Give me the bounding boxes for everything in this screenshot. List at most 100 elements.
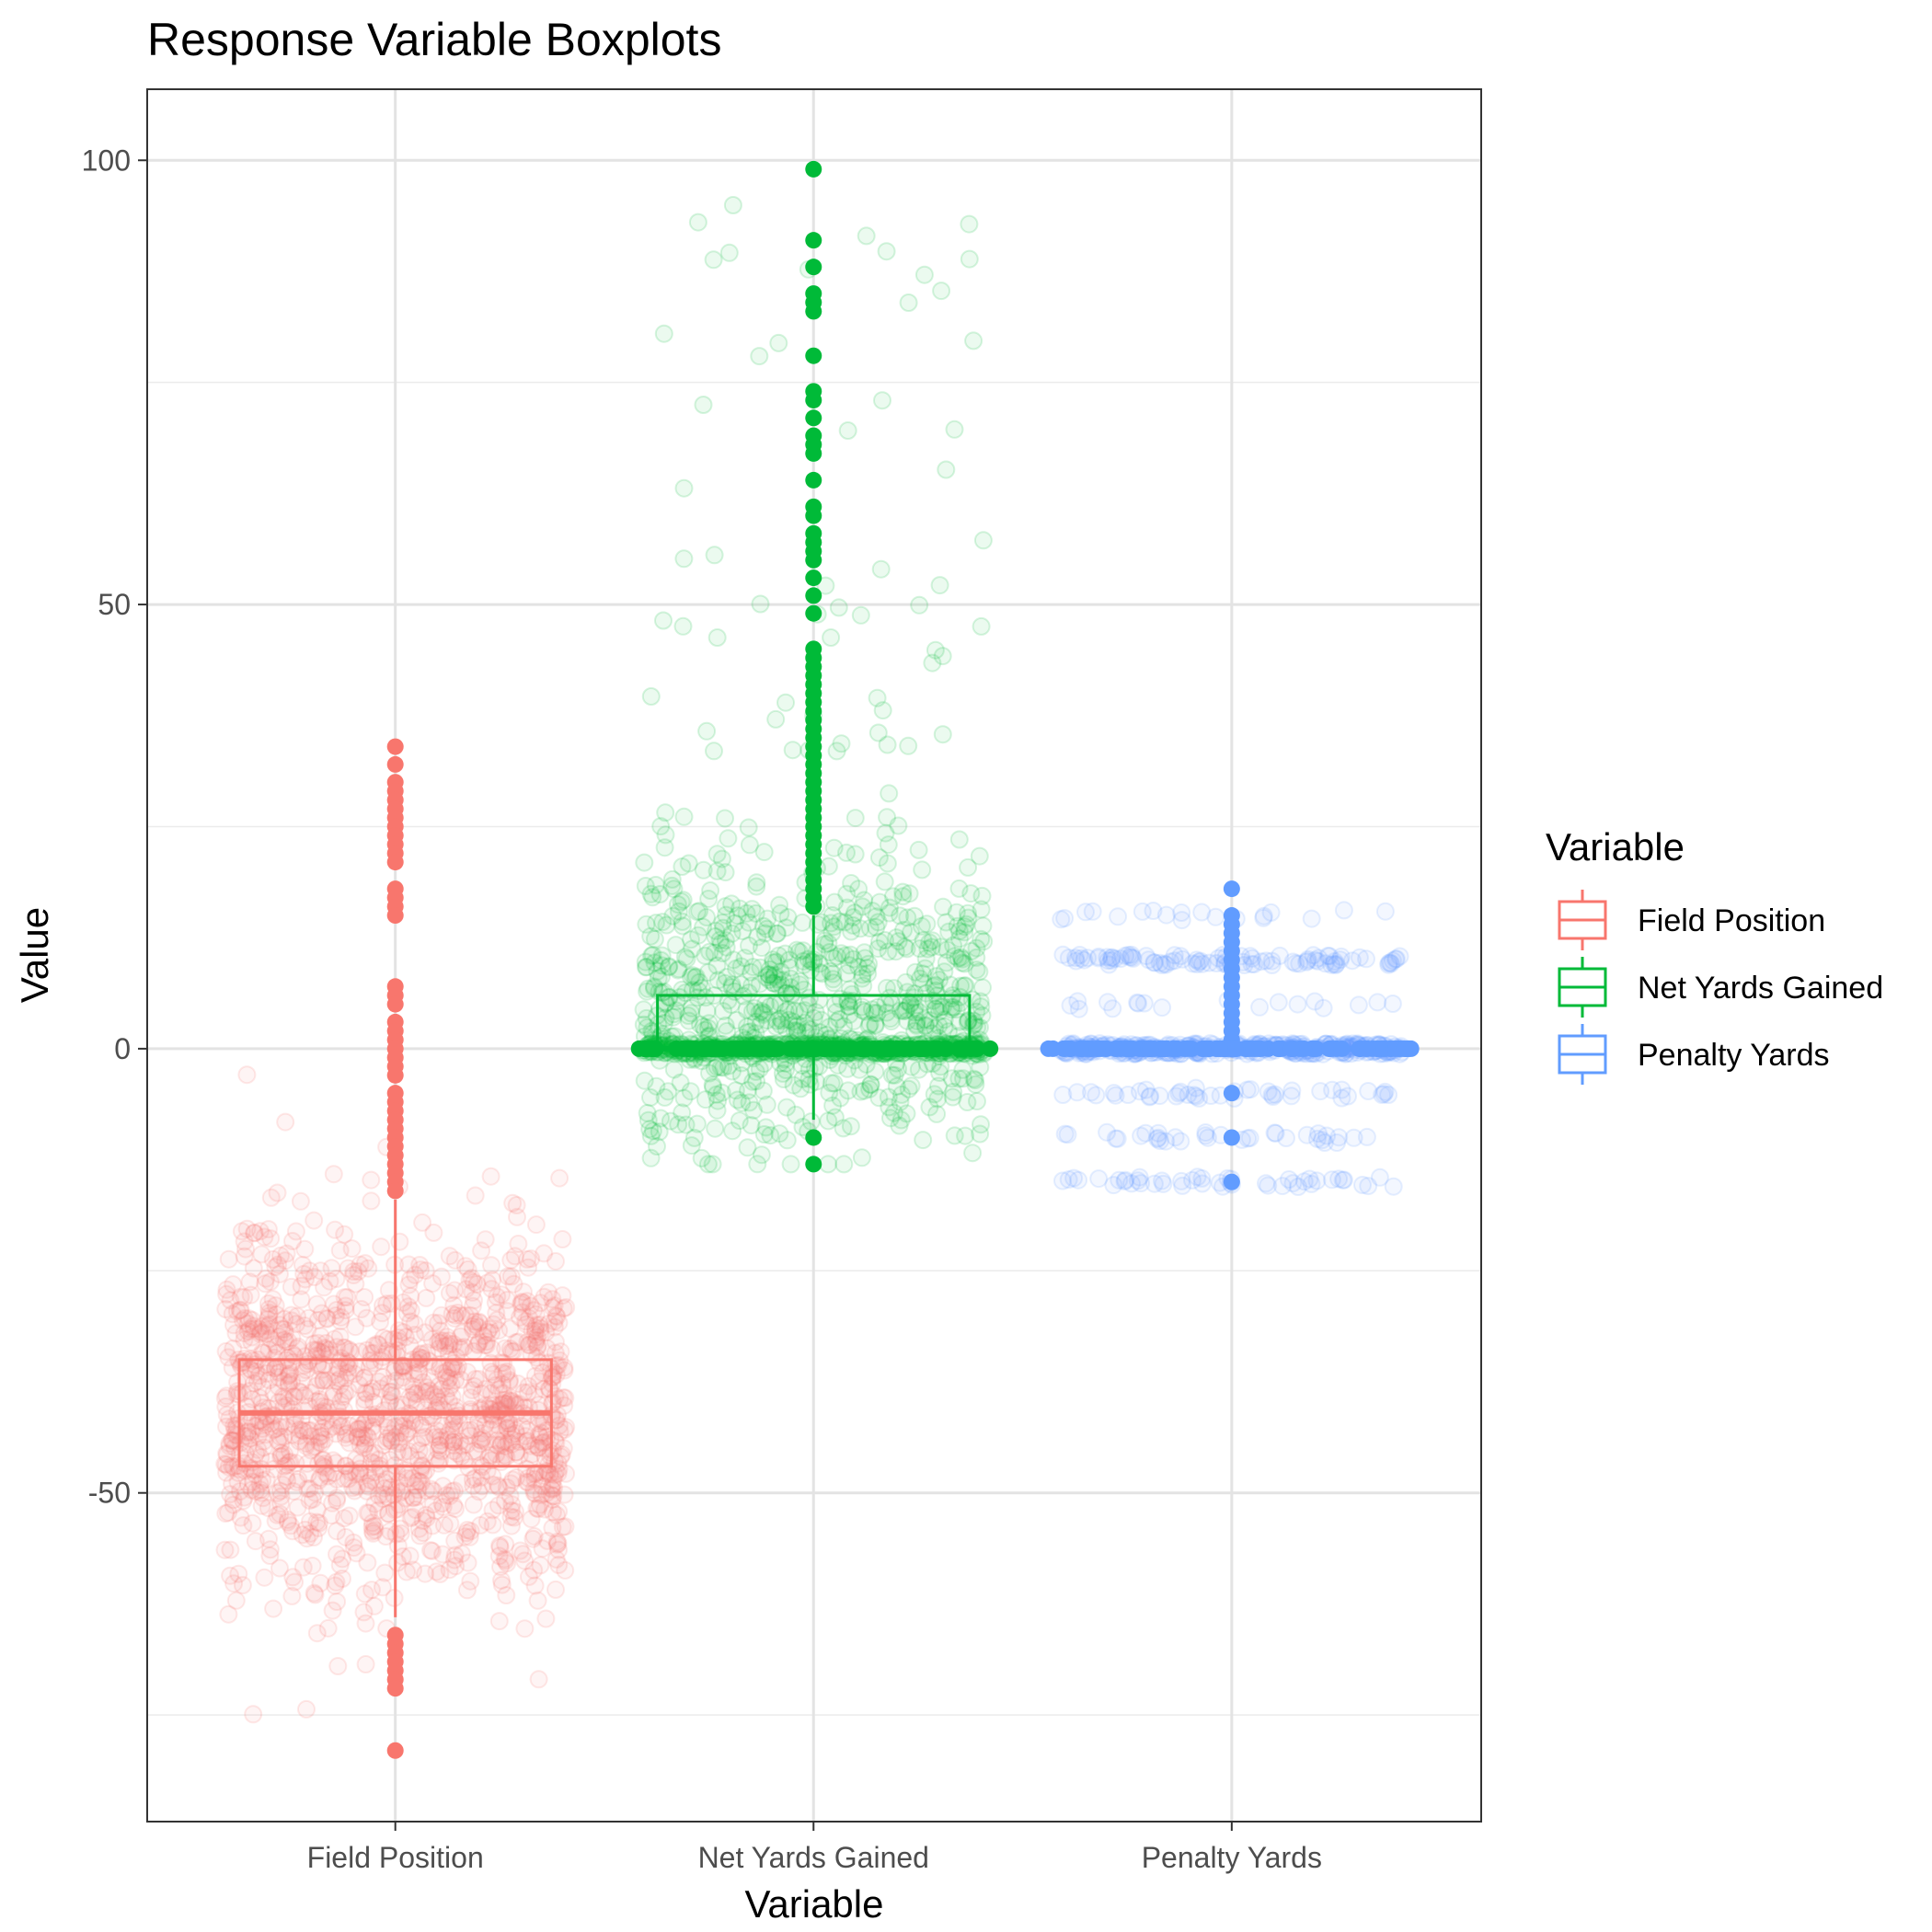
jitter-point bbox=[247, 1482, 265, 1501]
jitter-point bbox=[255, 1227, 274, 1247]
jitter-point bbox=[351, 1435, 370, 1455]
jitter-point bbox=[276, 1112, 295, 1132]
jitter-point bbox=[398, 1297, 418, 1317]
jitter-point bbox=[489, 1478, 509, 1497]
jitter-point bbox=[443, 1305, 462, 1324]
jitter-point bbox=[671, 988, 689, 1006]
jitter-point bbox=[431, 1564, 450, 1583]
jitter-point bbox=[348, 1428, 367, 1447]
jitter-point bbox=[269, 1255, 288, 1274]
jitter-point bbox=[652, 967, 671, 986]
jitter-point bbox=[315, 1458, 334, 1478]
jitter-point bbox=[362, 1581, 381, 1600]
jitter-point bbox=[972, 929, 991, 949]
jitter-point bbox=[555, 1396, 574, 1415]
jitter-point bbox=[266, 1296, 285, 1316]
jitter-point bbox=[401, 1312, 420, 1331]
jitter-point bbox=[369, 1486, 388, 1505]
jitter-point bbox=[260, 1547, 280, 1565]
outlier-point bbox=[805, 569, 822, 587]
jitter-point bbox=[458, 1553, 477, 1572]
jitter-point bbox=[482, 1451, 501, 1470]
jitter-point bbox=[504, 1508, 523, 1527]
jitter-point bbox=[302, 1441, 321, 1460]
jitter-point bbox=[696, 1020, 715, 1040]
outlier-point bbox=[805, 347, 822, 364]
jitter-point bbox=[263, 1249, 282, 1269]
jitter-point bbox=[271, 1434, 291, 1454]
outlier-point bbox=[805, 232, 822, 249]
jitter-point bbox=[529, 1500, 548, 1519]
jitter-point bbox=[851, 919, 870, 938]
jitter-point bbox=[526, 1215, 546, 1235]
jitter-point bbox=[704, 250, 723, 270]
jitter-point bbox=[323, 1493, 342, 1512]
jitter-point bbox=[248, 1426, 268, 1445]
jitter-point bbox=[507, 1196, 526, 1214]
jitter-point bbox=[468, 1334, 488, 1353]
jitter-point bbox=[319, 1420, 339, 1439]
jitter-point bbox=[285, 1572, 305, 1592]
jitter-point bbox=[1259, 1082, 1278, 1101]
jitter-point bbox=[434, 1515, 454, 1535]
jitter-point bbox=[470, 1313, 489, 1332]
jitter-point bbox=[369, 1450, 388, 1469]
jitter-point bbox=[259, 1294, 278, 1313]
outlier-point bbox=[805, 259, 822, 276]
jitter-point bbox=[339, 1259, 358, 1278]
jitter-point bbox=[700, 942, 719, 961]
jitter-point bbox=[910, 595, 929, 615]
jitter-point bbox=[293, 1525, 312, 1545]
jitter-point bbox=[238, 1314, 258, 1333]
jitter-point bbox=[645, 979, 663, 998]
jitter-point bbox=[470, 1332, 489, 1351]
jitter-point bbox=[498, 1554, 517, 1573]
jitter-point bbox=[217, 1417, 236, 1436]
jitter-point bbox=[219, 1249, 238, 1269]
jitter-point bbox=[226, 1324, 246, 1343]
jitter-point bbox=[438, 1362, 457, 1381]
jitter-point bbox=[269, 1377, 288, 1397]
jitter-point bbox=[684, 1128, 704, 1147]
jitter-point bbox=[548, 1454, 568, 1473]
jitter-point bbox=[278, 1512, 297, 1532]
jitter-point bbox=[371, 1379, 390, 1398]
jitter-point bbox=[327, 1424, 346, 1443]
jitter-point bbox=[423, 1495, 443, 1514]
jitter-point bbox=[774, 1070, 793, 1088]
jitter-point bbox=[439, 1344, 458, 1363]
y-tick-label: 100 bbox=[82, 144, 131, 177]
jitter-point bbox=[700, 1064, 719, 1083]
zero-point bbox=[674, 1040, 692, 1057]
jitter-point bbox=[267, 1305, 286, 1324]
jitter-point bbox=[399, 1255, 419, 1274]
jitter-point bbox=[513, 1294, 533, 1312]
jitter-point bbox=[391, 1524, 410, 1543]
jitter-point bbox=[369, 1501, 388, 1520]
jitter-point bbox=[246, 1532, 265, 1551]
jitter-point bbox=[741, 1022, 760, 1041]
jitter-point bbox=[682, 1136, 701, 1156]
jitter-point bbox=[643, 946, 662, 964]
jitter-point bbox=[471, 1431, 490, 1450]
jitter-point bbox=[764, 973, 783, 993]
jitter-point bbox=[507, 1443, 526, 1462]
jitter-point bbox=[972, 616, 991, 636]
jitter-point bbox=[423, 1516, 443, 1535]
jitter-point bbox=[897, 1104, 916, 1123]
jitter-point bbox=[465, 1272, 483, 1292]
outlier-point bbox=[1223, 1129, 1240, 1146]
jitter-point bbox=[272, 1319, 292, 1339]
jitter-point bbox=[916, 983, 936, 1003]
jitter-point bbox=[385, 1362, 404, 1381]
jitter-point bbox=[926, 999, 946, 1018]
jitter-point bbox=[274, 1320, 293, 1340]
jitter-point bbox=[546, 1343, 565, 1363]
jitter-point bbox=[270, 1327, 289, 1346]
jitter-point bbox=[372, 1237, 391, 1257]
jitter-point bbox=[376, 1432, 396, 1451]
jitter-point bbox=[503, 1392, 523, 1411]
jitter-point bbox=[528, 1338, 547, 1357]
jitter-point bbox=[351, 1420, 370, 1438]
jitter-point bbox=[522, 1249, 541, 1269]
